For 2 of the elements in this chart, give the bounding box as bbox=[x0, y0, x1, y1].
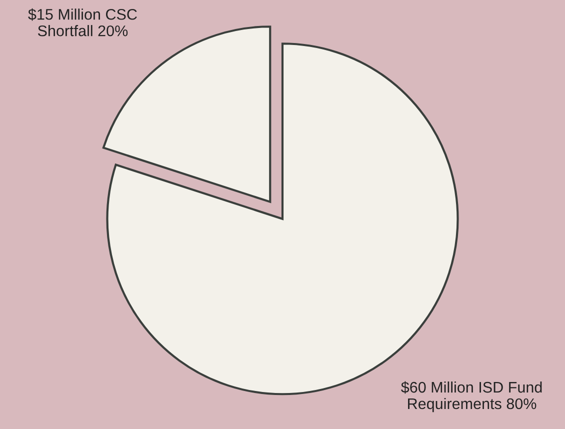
slice-label: $15 Million CSC Shortfall 20% bbox=[28, 8, 137, 36]
slice-label: $60 Million ISD Fund Requirements 80% bbox=[401, 381, 542, 412]
